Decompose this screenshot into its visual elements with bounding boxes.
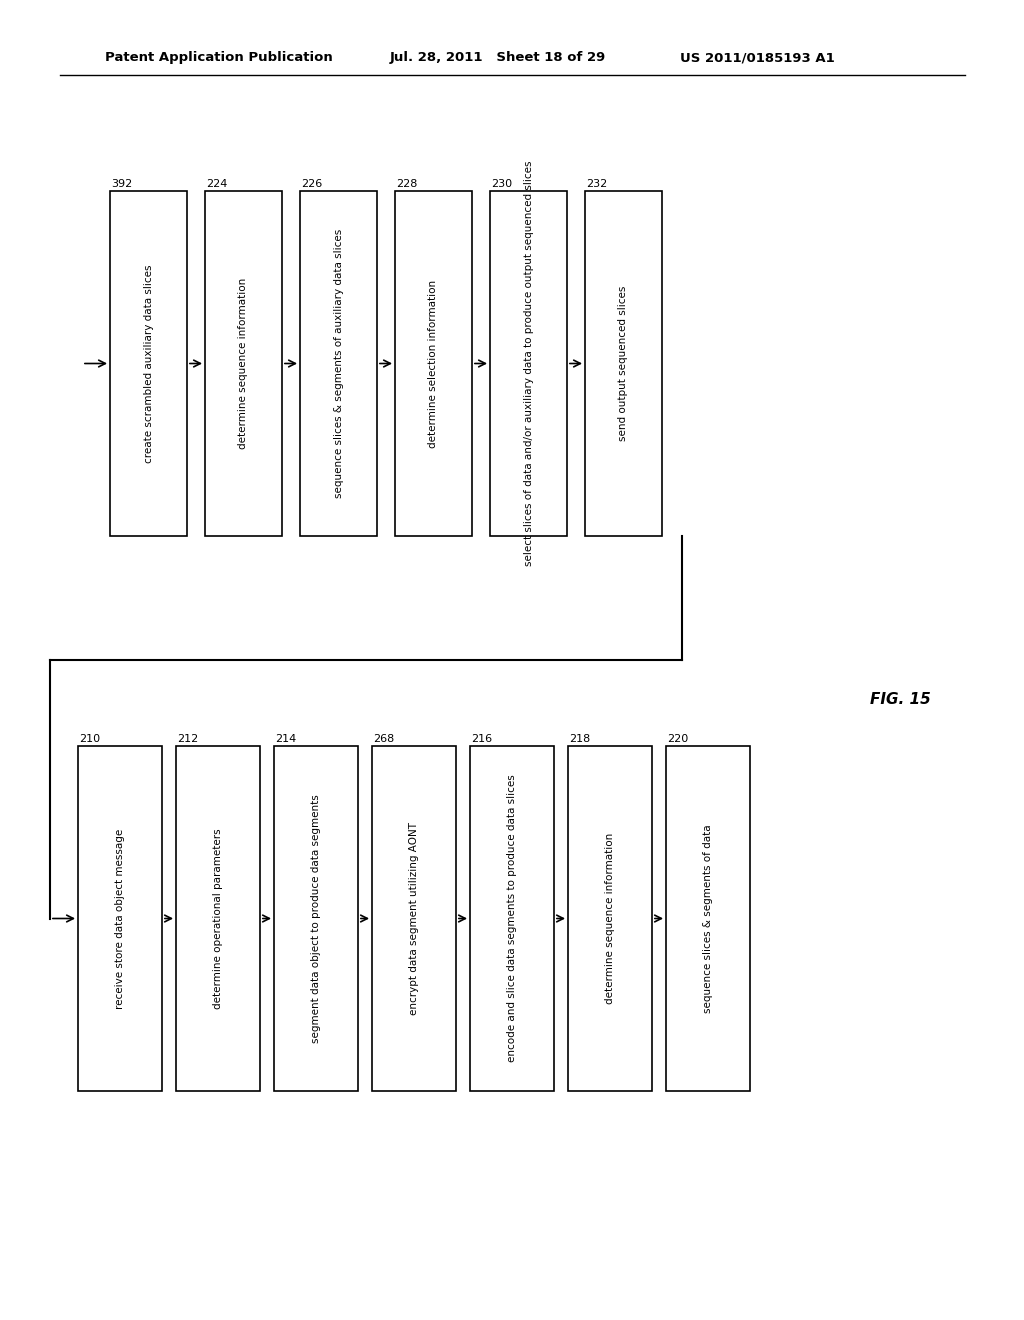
Bar [274, 746, 358, 1092]
Text: US 2011/0185193 A1: US 2011/0185193 A1 [680, 51, 835, 65]
Bar [176, 746, 260, 1092]
Text: Patent Application Publication: Patent Application Publication [105, 51, 333, 65]
Bar [372, 746, 456, 1092]
Bar [300, 191, 377, 536]
Text: send output sequenced slices: send output sequenced slices [618, 286, 629, 441]
Text: 226: 226 [301, 180, 323, 189]
Text: 268: 268 [373, 734, 394, 744]
Text: Jul. 28, 2011   Sheet 18 of 29: Jul. 28, 2011 Sheet 18 of 29 [390, 51, 606, 65]
Bar [568, 746, 652, 1092]
Bar [470, 746, 554, 1092]
Text: determine operational parameters: determine operational parameters [213, 828, 223, 1008]
Text: 212: 212 [177, 734, 199, 744]
Bar [78, 746, 162, 1092]
Bar [490, 191, 567, 536]
Bar [395, 191, 472, 536]
Text: 216: 216 [471, 734, 493, 744]
Text: sequence slices & segments of data: sequence slices & segments of data [703, 824, 713, 1012]
Text: select slices of data and/or auxiliary data to produce output sequenced slices: select slices of data and/or auxiliary d… [523, 161, 534, 566]
Text: 214: 214 [275, 734, 296, 744]
Text: determine sequence information: determine sequence information [239, 279, 249, 449]
Text: encode and slice data segments to produce data slices: encode and slice data segments to produc… [507, 775, 517, 1063]
Text: sequence slices & segments of auxiliary data slices: sequence slices & segments of auxiliary … [334, 228, 343, 498]
Text: 392: 392 [111, 180, 132, 189]
Bar [110, 191, 187, 536]
Text: 218: 218 [569, 734, 590, 744]
Text: determine selection information: determine selection information [428, 280, 438, 447]
Text: 210: 210 [79, 734, 100, 744]
Text: receive store data object message: receive store data object message [115, 829, 125, 1008]
Text: encrypt data segment utilizing AONT: encrypt data segment utilizing AONT [409, 822, 419, 1015]
Text: 230: 230 [490, 180, 512, 189]
Text: 224: 224 [206, 180, 227, 189]
Bar [666, 746, 750, 1092]
Text: FIG. 15: FIG. 15 [870, 693, 931, 708]
Text: create scrambled auxiliary data slices: create scrambled auxiliary data slices [143, 264, 154, 463]
Text: segment data object to produce data segments: segment data object to produce data segm… [311, 795, 321, 1043]
Text: 228: 228 [396, 180, 418, 189]
Bar [205, 191, 282, 536]
Text: 220: 220 [667, 734, 688, 744]
Text: 232: 232 [586, 180, 607, 189]
Bar [585, 191, 662, 536]
Text: determine sequence information: determine sequence information [605, 833, 615, 1005]
